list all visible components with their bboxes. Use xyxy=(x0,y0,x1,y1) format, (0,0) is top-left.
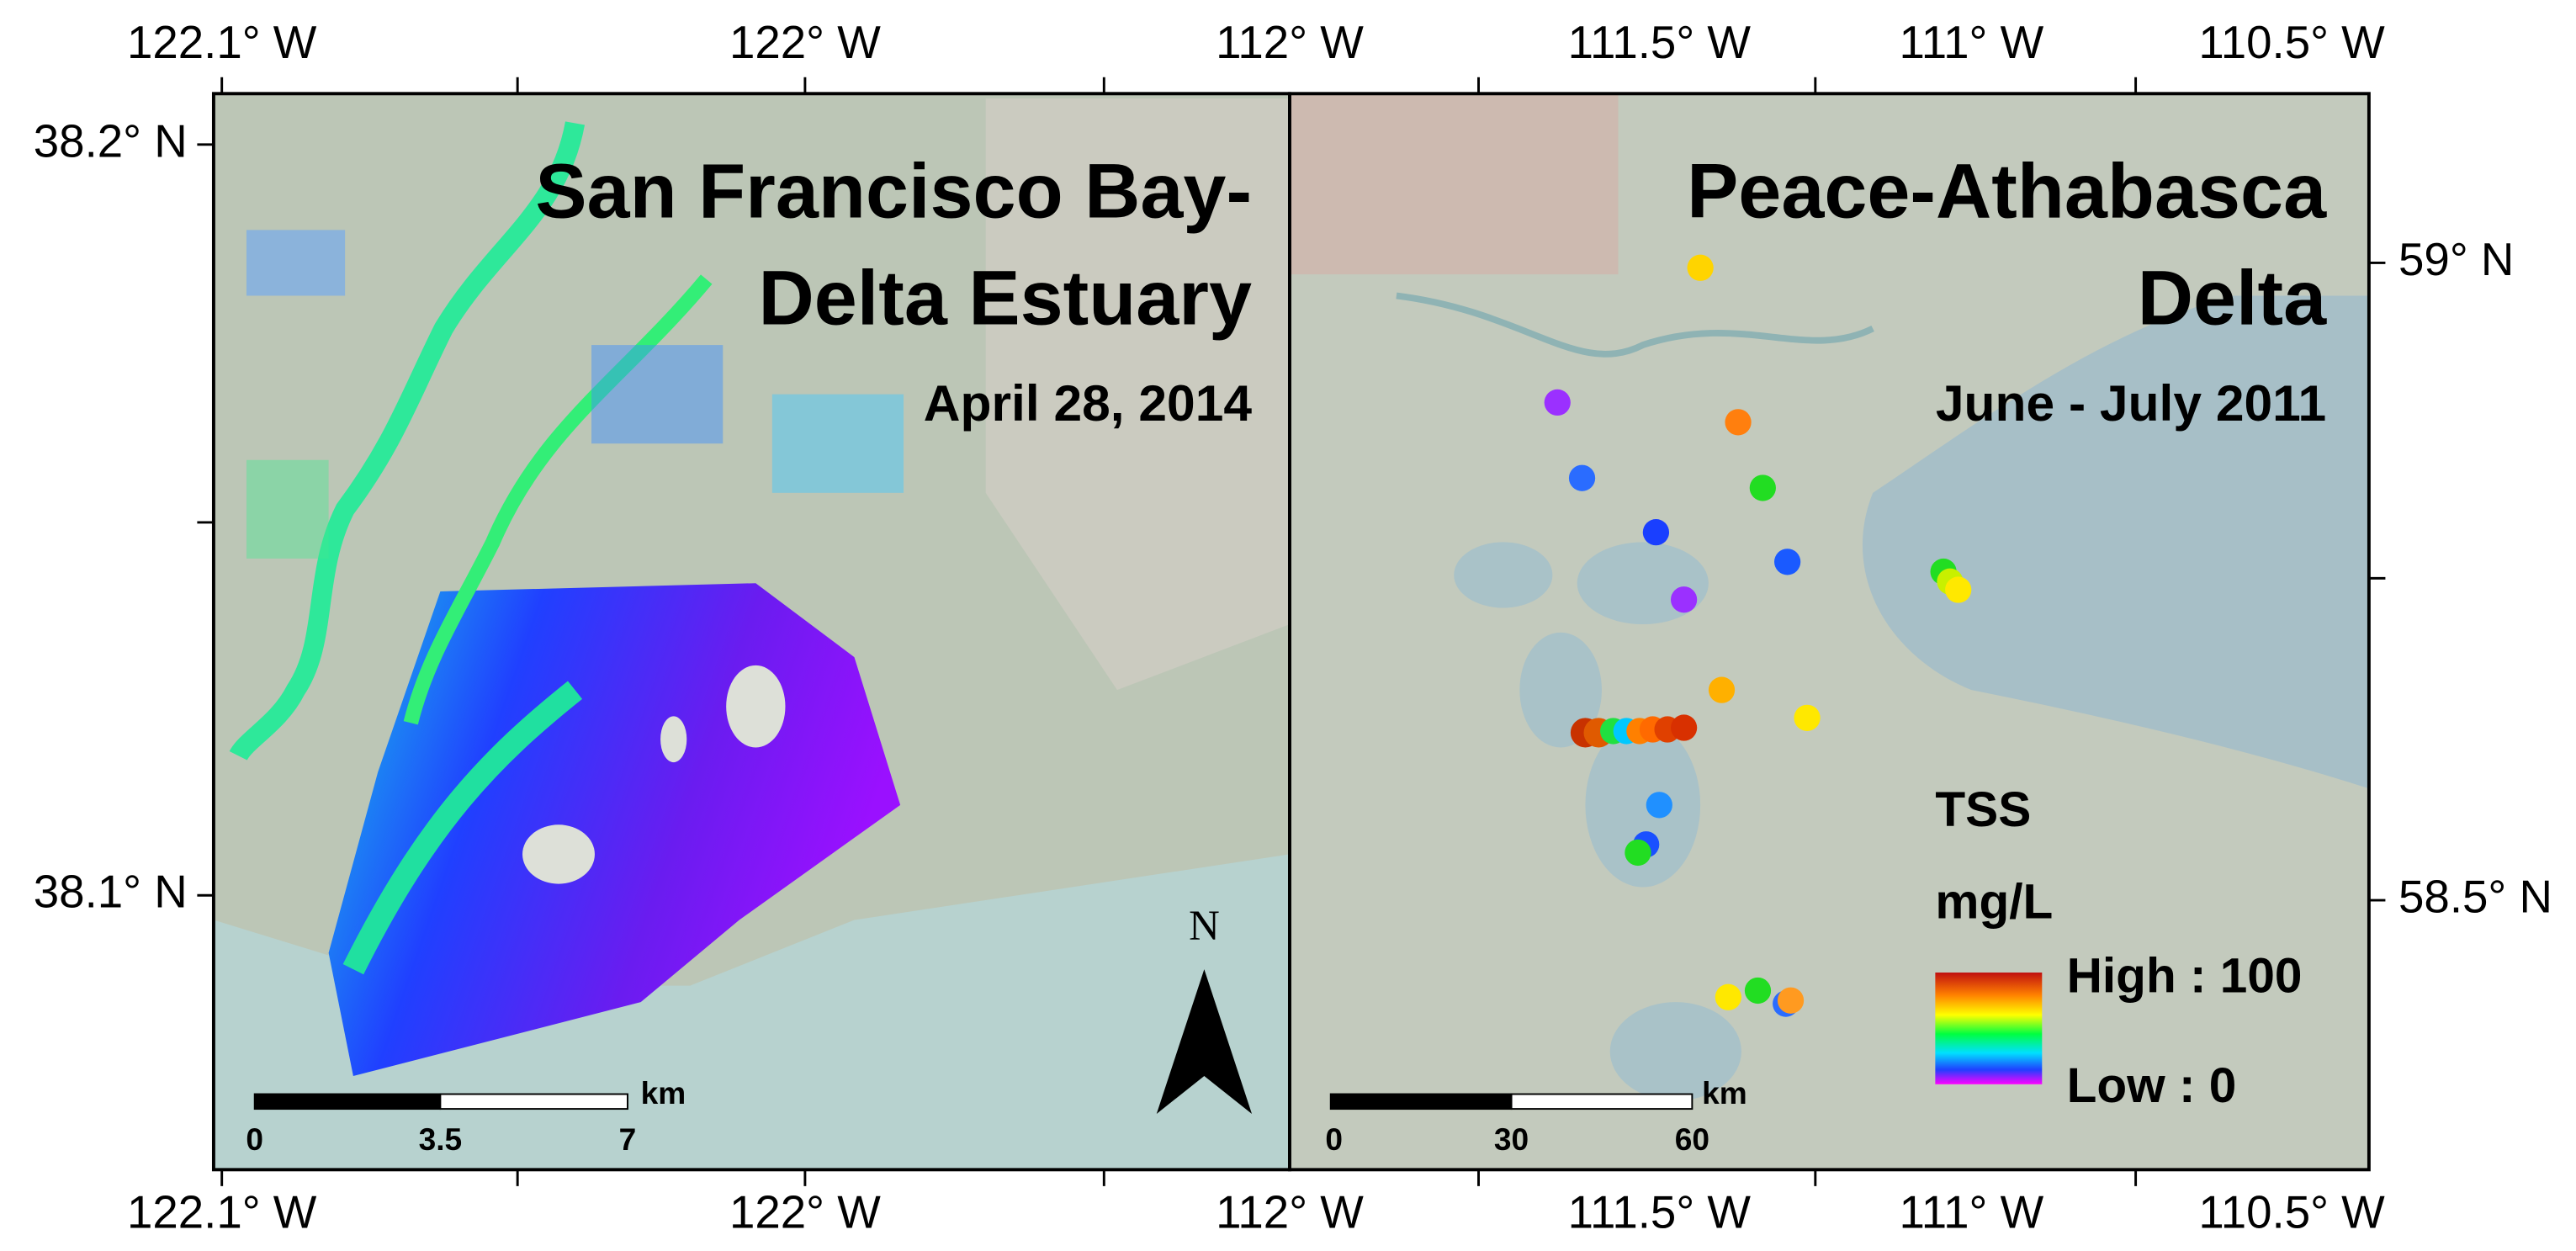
legend-ramp xyxy=(1935,973,2043,1084)
lat-label: 59° N xyxy=(2398,234,2514,285)
lon-label: 122.1° W xyxy=(127,1186,317,1238)
date: June - July 2011 xyxy=(1936,374,2326,432)
lon-label: 112° W xyxy=(1216,1186,1364,1238)
right-map xyxy=(1289,93,2369,1170)
scale-bar xyxy=(253,1093,1693,1111)
legend-unit: mg/L xyxy=(1935,874,2053,929)
tick-marks xyxy=(197,77,2386,1186)
title: Delta Estuary xyxy=(759,255,1253,341)
scale-unit: km xyxy=(1702,1075,1747,1111)
lon-label: 111° W xyxy=(1899,17,2043,68)
scale-label: 60 xyxy=(1675,1121,1709,1157)
left-map xyxy=(213,93,1290,1170)
legend-title: TSS xyxy=(1935,782,2031,837)
lon-label: 110.5° W xyxy=(2198,1186,2385,1238)
north-label: N xyxy=(1189,902,1220,949)
north-arrow xyxy=(1156,969,1253,1114)
lat-label: 38.1° N xyxy=(34,867,188,918)
date: April 28, 2014 xyxy=(924,374,1253,432)
sample-points xyxy=(1544,254,1972,1017)
title: Delta xyxy=(2138,255,2327,341)
right-frame xyxy=(1288,92,2371,1172)
title: San Francisco Bay- xyxy=(535,149,1252,235)
scale-label: 0 xyxy=(1325,1121,1343,1157)
lon-label: 122° W xyxy=(729,1186,881,1238)
lat-label: 38.2° N xyxy=(34,115,188,167)
lon-label: 122° W xyxy=(729,17,881,68)
lon-label: 111.5° W xyxy=(1568,1186,1752,1238)
lon-label: 110.5° W xyxy=(2198,17,2385,68)
lon-label: 111.5° W xyxy=(1568,17,1752,68)
lon-label: 112° W xyxy=(1216,17,1364,68)
scale-label: 7 xyxy=(619,1121,637,1157)
lon-label: 122.1° W xyxy=(127,17,317,68)
lon-label: 111° W xyxy=(1899,1186,2043,1238)
scale-label: 30 xyxy=(1494,1121,1529,1157)
legend-high: High : 100 xyxy=(2067,948,2303,1003)
scale-label: 0 xyxy=(246,1121,263,1157)
scale-label: 3.5 xyxy=(419,1121,463,1157)
title: Peace-Athabasca xyxy=(1687,149,2327,235)
lat-label: 58.5° N xyxy=(2398,872,2552,923)
scale-unit: km xyxy=(641,1075,686,1111)
legend-low: Low : 0 xyxy=(2067,1058,2237,1113)
